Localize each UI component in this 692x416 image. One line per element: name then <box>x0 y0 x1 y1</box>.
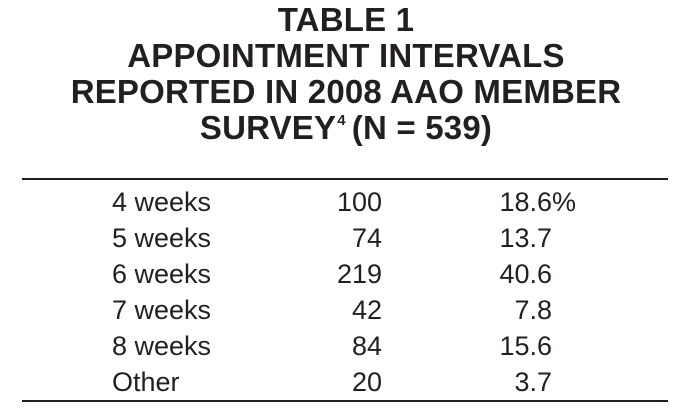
percent-value: 15.6 <box>496 328 552 364</box>
title-line-3: REPORTED IN 2008 AAO MEMBER <box>70 73 622 110</box>
table-number: TABLE 1 <box>277 1 415 38</box>
top-rule <box>22 178 668 180</box>
percent-number: 40.6 <box>499 259 552 289</box>
interval-label: 6 weeks <box>112 259 212 289</box>
percent-value: 7.8 <box>496 292 552 328</box>
percent-sign: % <box>552 187 577 217</box>
interval-table: 4 weeks 100 18.6% 5 weeks 74 13.7 6 week… <box>0 184 692 400</box>
count-value: 84 <box>351 331 382 361</box>
count-value: 74 <box>351 223 382 253</box>
interval-label: 8 weeks <box>112 331 212 361</box>
interval-label: Other <box>112 367 180 397</box>
interval-label: 5 weeks <box>112 223 212 253</box>
percent-number: 3.7 <box>514 367 552 397</box>
percent-value: 40.6 <box>496 256 552 292</box>
table-row: 7 weeks 42 7.8 <box>0 292 692 328</box>
percent-number: 13.7 <box>499 223 552 253</box>
bottom-rule <box>22 400 668 402</box>
title-line-2: APPOINTMENT INTERVALS <box>127 37 565 74</box>
table-row: 5 weeks 74 13.7 <box>0 220 692 256</box>
percent-number: 18.6 <box>499 187 552 217</box>
percent-value: 3.7 <box>496 364 552 400</box>
interval-label: 4 weeks <box>112 187 212 217</box>
title-survey: SURVEY <box>199 109 337 146</box>
table-row: Other 20 3.7 <box>0 364 692 400</box>
count-value: 100 <box>336 187 382 217</box>
percent-value: 13.7 <box>496 220 552 256</box>
count-value: 42 <box>351 295 382 325</box>
table-row: 4 weeks 100 18.6% <box>0 184 692 220</box>
table-row: 8 weeks 84 15.6 <box>0 328 692 364</box>
count-value: 20 <box>351 367 382 397</box>
percent-number: 7.8 <box>514 295 552 325</box>
table-title: TABLE 1 APPOINTMENT INTERVALS REPORTED I… <box>0 2 692 146</box>
table-row: 6 weeks 219 40.6 <box>0 256 692 292</box>
percent-number: 15.6 <box>499 331 552 361</box>
title-line-4: SURVEY4 (N = 539) <box>0 110 692 146</box>
reference-superscript: 4 <box>337 112 346 129</box>
count-value: 219 <box>336 259 382 289</box>
interval-label: 7 weeks <box>112 295 212 325</box>
sample-size: (N = 539) <box>351 109 493 146</box>
percent-value: 18.6% <box>496 184 576 220</box>
